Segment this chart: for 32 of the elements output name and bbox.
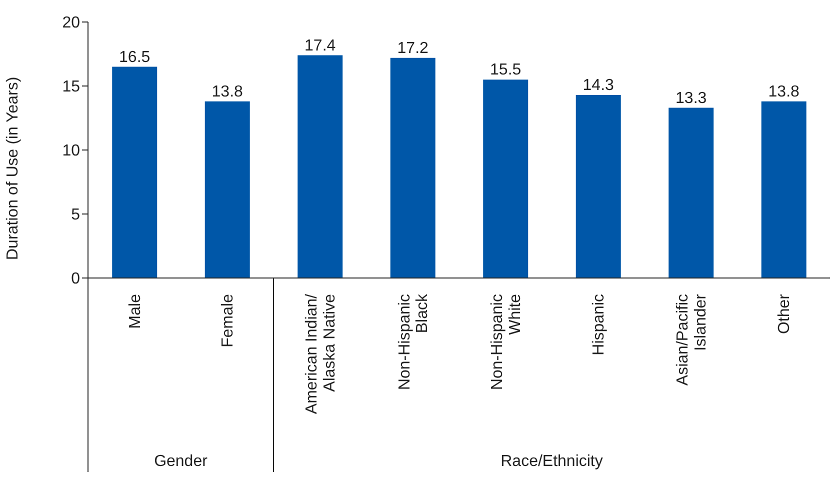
x-tick-label: Asian/Pacific Islander xyxy=(674,293,710,386)
y-tick-label: 20 xyxy=(62,14,80,32)
bar xyxy=(390,58,436,278)
x-tick-label: Other xyxy=(776,293,794,334)
data-label: 14.3 xyxy=(582,76,614,94)
bar xyxy=(204,101,250,278)
bar xyxy=(112,66,158,278)
data-label: 16.5 xyxy=(119,48,150,66)
bar xyxy=(483,80,528,278)
bar xyxy=(298,55,343,278)
bar xyxy=(761,101,806,278)
data-label: 15.5 xyxy=(490,62,522,79)
data-label: 13.3 xyxy=(676,90,707,107)
x-tick-label: Non-Hispanic Black xyxy=(396,293,432,390)
y-tick-label: 5 xyxy=(71,206,80,224)
y-axis-title: Duration of Use (in Years) xyxy=(4,76,22,260)
bar xyxy=(668,108,714,278)
data-label: 13.8 xyxy=(212,83,244,100)
x-tick-label: Hispanic xyxy=(590,294,608,356)
y-tick-label: 0 xyxy=(71,270,80,288)
x-tick-label: Female xyxy=(220,294,237,348)
data-label: 13.8 xyxy=(768,83,800,100)
data-label: 17.2 xyxy=(397,40,429,57)
text: Race/Ethnicity xyxy=(500,453,603,470)
x-tick-label: Male xyxy=(126,294,144,329)
x-tick-label: Non-Hispanic White xyxy=(489,294,524,390)
bar xyxy=(576,94,621,278)
text: Gender xyxy=(154,453,208,470)
y-tick-label: 15 xyxy=(62,78,80,96)
x-tick-label: American Indian/Alaska Native xyxy=(304,293,338,414)
y-tick-label: 10 xyxy=(62,142,80,160)
data-label: 17.4 xyxy=(304,37,336,54)
